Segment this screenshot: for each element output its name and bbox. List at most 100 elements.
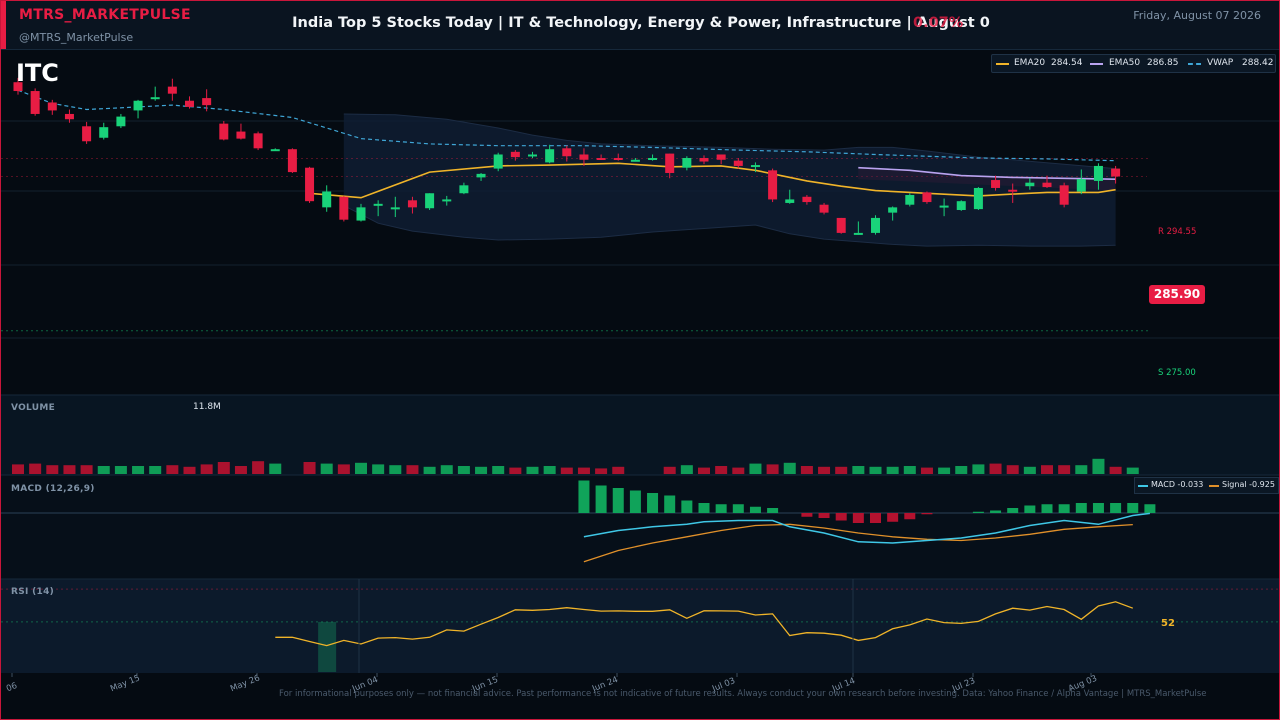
rsi-pane-label: RSI (14) — [11, 587, 55, 597]
candle-body — [750, 165, 760, 168]
volume-bar — [166, 465, 179, 474]
candle-body — [733, 160, 743, 166]
macd-histogram-bar — [1110, 503, 1122, 513]
volume-bar — [766, 464, 779, 474]
volume-bar — [852, 466, 865, 474]
volume-bar — [972, 464, 985, 474]
candle-body — [476, 173, 486, 178]
candle-body — [991, 180, 1001, 188]
macd-histogram-bar — [767, 508, 779, 513]
macd-histogram-bar — [852, 513, 864, 523]
ema50-label: EMA50 — [1109, 58, 1141, 68]
macd-legend: MACD -0.033 Signal -0.925 — [1134, 477, 1279, 494]
macd-legend-text: MACD -0.033 — [1151, 480, 1204, 489]
candle-body — [167, 86, 177, 94]
macd-histogram-bar — [612, 488, 624, 513]
volume-bar — [835, 466, 848, 474]
page-title: India Top 5 Stocks Today | IT & Technolo… — [292, 15, 990, 31]
candle-body — [322, 191, 332, 208]
resistance-label: R 294.55 — [1158, 227, 1197, 237]
ema20-label: EMA20 — [1014, 58, 1046, 68]
candle-body — [133, 100, 143, 111]
accent-bar — [1, 1, 6, 49]
vwap-label: VWAP — [1207, 58, 1234, 68]
candle-body — [202, 98, 212, 106]
support-label: S 275.00 — [1158, 368, 1196, 378]
volume-bar — [97, 466, 110, 474]
candle-body — [305, 167, 315, 202]
volume-bar — [783, 462, 796, 474]
volume-bar — [869, 466, 882, 474]
candle-body — [99, 127, 109, 138]
volume-bar — [114, 466, 127, 474]
volume-bar — [183, 466, 196, 474]
signal-swatch — [1209, 485, 1219, 487]
candle-body — [922, 192, 932, 203]
candle-body — [579, 154, 589, 160]
macd-histogram-bar — [1041, 504, 1053, 513]
macd-histogram-bar — [835, 513, 847, 521]
macd-histogram-bar — [1127, 503, 1139, 513]
volume-bar — [303, 462, 316, 474]
volume-bar — [818, 466, 831, 474]
volume-bar — [1023, 466, 1036, 474]
volume-bar — [440, 465, 453, 474]
candle-body — [493, 154, 503, 169]
candle-body — [613, 158, 623, 161]
macd-histogram-bar — [921, 513, 933, 515]
volume-bar — [29, 463, 42, 474]
macd-swatch — [1138, 485, 1148, 487]
candle-body — [785, 199, 795, 203]
volume-bar — [509, 467, 522, 474]
candle-body — [510, 151, 520, 158]
volume-bar — [12, 464, 24, 474]
macd-histogram-bar — [904, 513, 916, 520]
volume-bar — [663, 466, 676, 474]
ema20-line — [309, 162, 1116, 199]
macd-histogram-bar — [1007, 508, 1019, 513]
disclaimer-text: For informational purposes only — not fi… — [279, 689, 1207, 699]
candle-body — [1076, 179, 1086, 192]
macd-signal-line — [583, 523, 1133, 563]
brand-handle: @MTRS_MarketPulse — [19, 31, 134, 44]
rsi-value: 52 — [1161, 618, 1175, 629]
candle-body — [442, 199, 452, 202]
candle-body — [853, 232, 863, 235]
candle-body — [390, 207, 400, 210]
candle-body — [13, 82, 23, 92]
macd-histogram-bar — [887, 513, 899, 522]
ema50-swatch — [1090, 63, 1103, 65]
candle-body — [836, 217, 846, 233]
volume-bar — [149, 466, 162, 474]
candle-body — [150, 97, 160, 100]
candle-body — [819, 204, 829, 213]
candle-body — [47, 102, 57, 111]
rsi-line — [275, 601, 1134, 647]
volume-bar — [595, 468, 608, 474]
volume-bar — [800, 466, 813, 474]
volume-bar — [320, 463, 333, 474]
candle-body — [64, 113, 74, 120]
volume-value: 11.8M — [193, 402, 221, 412]
volume-pane-bg — [1, 395, 1279, 475]
candle-body — [339, 196, 349, 220]
volume-bar — [46, 465, 59, 474]
vwap-value: 288.42 — [1242, 58, 1274, 68]
volume-bar — [680, 465, 693, 474]
candle-body — [528, 154, 537, 157]
ema20-swatch — [996, 63, 1009, 65]
macd-histogram-bar — [732, 504, 744, 513]
volume-bar — [355, 462, 367, 474]
ticker-symbol: ITC — [16, 59, 59, 87]
macd-histogram-bar — [664, 495, 676, 513]
volume-bar — [372, 464, 385, 474]
bollinger-lower — [343, 205, 1116, 247]
volume-bar — [698, 467, 710, 474]
candle-body — [768, 170, 778, 200]
candle-body — [116, 116, 126, 127]
candle-body — [682, 158, 692, 168]
candle-body — [716, 154, 726, 160]
volume-bar — [475, 466, 488, 474]
macd-histogram-bar — [681, 500, 693, 513]
